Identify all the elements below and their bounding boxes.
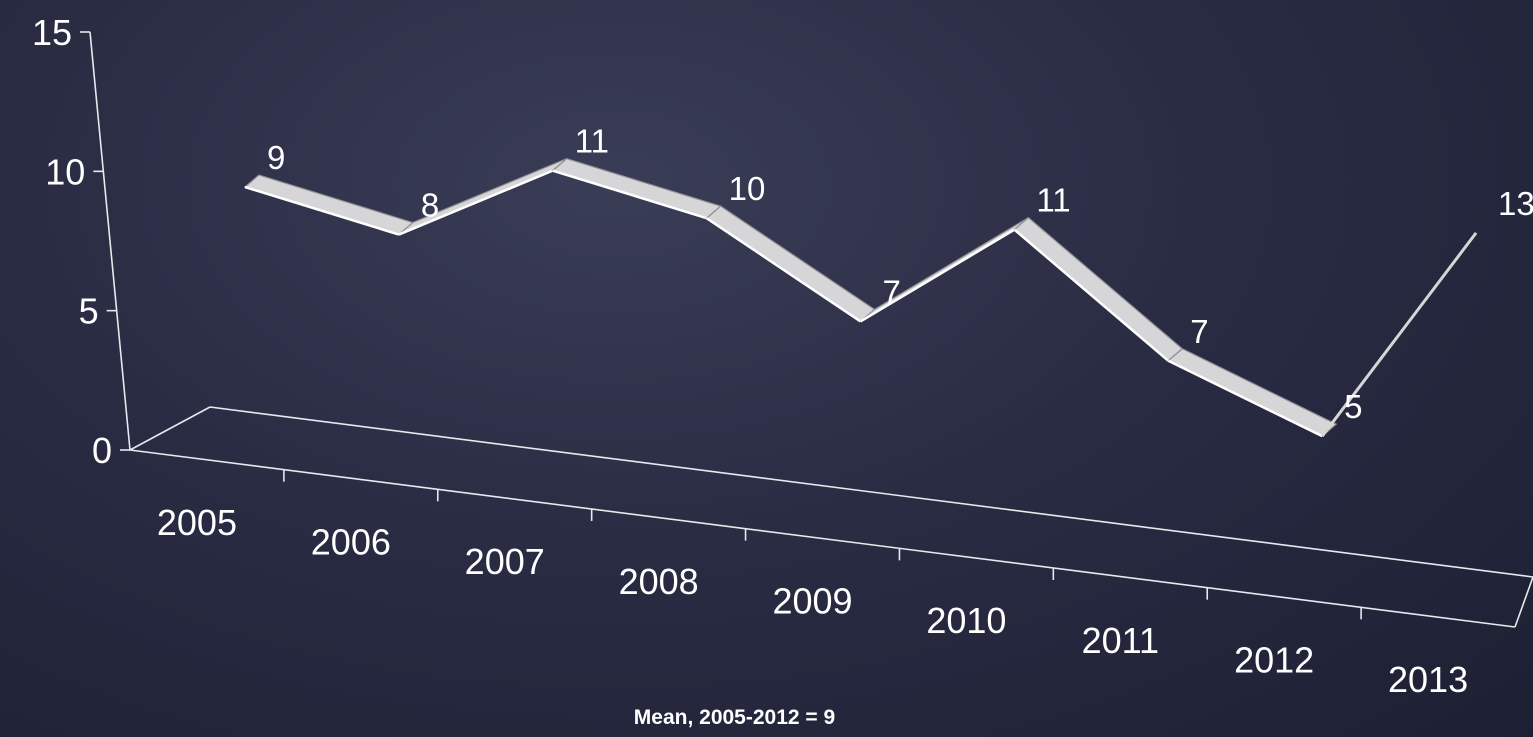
ribbon-segment	[551, 157, 722, 219]
x-category-label-2006: 2006	[311, 522, 391, 563]
ribbon-segment	[1320, 231, 1478, 438]
mean-footnote: Mean, 2005-2012 = 9	[633, 706, 836, 729]
ribbon-segment	[243, 174, 415, 236]
data-label-2009: 7	[883, 273, 901, 310]
x-category-labels: 2005 2006 2007 2008 2009 2010 2011 2012 2013	[157, 502, 1468, 700]
y-tick-label-0: 0	[92, 430, 112, 471]
data-label-2007: 11	[575, 123, 609, 160]
x-category-label-2008: 2008	[619, 561, 699, 602]
x-category-label-2012: 2012	[1234, 640, 1314, 681]
x-axis-back-line	[209, 406, 1533, 578]
data-label-2005: 9	[267, 139, 285, 176]
x-category-label-2007: 2007	[465, 541, 545, 582]
x-category-label-2009: 2009	[772, 581, 852, 622]
y-tick-label-15: 15	[32, 12, 72, 53]
data-labels: 9 8 11 10 7 11 7 5 13	[267, 123, 1533, 426]
x-category-label-2013: 2013	[1388, 659, 1468, 700]
x-category-label-2011: 2011	[1082, 620, 1159, 661]
floor-right-edge	[1514, 576, 1533, 628]
y-axis-line	[89, 31, 131, 451]
data-label-2006: 8	[421, 187, 439, 224]
ribbon-edge	[1167, 359, 1323, 438]
data-label-2011: 7	[1190, 313, 1208, 350]
ribbon-segment	[705, 205, 876, 323]
ribbon-segment	[1167, 348, 1338, 437]
data-label-2013: 13	[1498, 185, 1533, 222]
x-category-label-2010: 2010	[926, 600, 1006, 641]
data-label-2012: 5	[1344, 388, 1362, 425]
chart-axes	[89, 31, 1533, 628]
data-label-2010: 11	[1036, 182, 1070, 219]
ribbon-edge	[244, 185, 400, 236]
x-axis-front-line	[129, 449, 1516, 628]
y-ticks: 0 5 10 15	[32, 12, 130, 471]
ribbon-edge	[552, 169, 707, 220]
ribbon-edge	[1013, 228, 1170, 362]
data-label-2008: 10	[729, 170, 766, 207]
ribbon-edge	[705, 217, 862, 323]
floor-left-edge	[129, 406, 211, 451]
x-category-label-2005: 2005	[157, 502, 237, 543]
ribbon-edge	[859, 228, 1016, 323]
data-ribbon	[243, 157, 1478, 438]
y-tick-label-10: 10	[45, 151, 85, 192]
y-tick-label-5: 5	[79, 291, 99, 332]
ribbon-edge	[398, 169, 554, 236]
ribbon-segment	[1013, 216, 1184, 362]
